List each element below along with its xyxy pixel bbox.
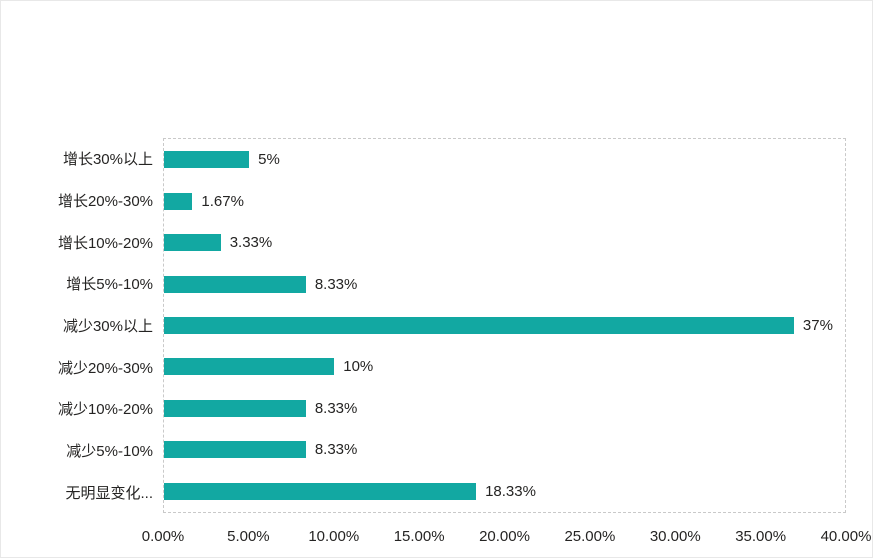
bar-row: 1.67% xyxy=(164,180,845,221)
plot-area: 5% 1.67% 3.33% 8.33% 37% 10% 8.33% 8.33% 18.33% xyxy=(163,138,846,513)
bar-value-label: 5% xyxy=(258,151,280,169)
category-label: 增长5%-10% xyxy=(66,276,153,294)
bar-row: 8.33% xyxy=(164,263,845,304)
bar[interactable] xyxy=(164,482,477,500)
bar[interactable] xyxy=(164,316,794,334)
bar-value-label: 10% xyxy=(343,358,374,376)
category-label: 增长10%-20% xyxy=(57,234,153,252)
x-tick-label: 35.00% xyxy=(735,528,787,545)
bar-row: 8.33% xyxy=(164,388,845,429)
bar-value-label: 8.33% xyxy=(314,399,358,417)
x-tick-label: 40.00% xyxy=(820,528,872,545)
category-label: 减少5%-10% xyxy=(66,443,153,461)
x-tick-label: 30.00% xyxy=(649,528,701,545)
bar-value-label: 3.33% xyxy=(229,234,273,252)
x-tick-label: 20.00% xyxy=(479,528,530,545)
category-label: 增长30%以上 xyxy=(62,151,153,169)
bar[interactable] xyxy=(164,151,250,169)
bar-value-label: 8.33% xyxy=(314,441,358,459)
bar-row: 8.33% xyxy=(164,429,845,470)
bar-value-label: 37% xyxy=(802,316,833,334)
bar[interactable] xyxy=(164,441,306,459)
bar[interactable] xyxy=(164,358,335,376)
bar[interactable] xyxy=(164,192,193,210)
x-tick-label: 0.00% xyxy=(141,528,185,545)
bar-row: 3.33% xyxy=(164,222,845,263)
x-axis: 0.00% 5.00% 10.00% 15.00% 20.00% 25.00% 30.00%… xyxy=(142,528,872,550)
category-label: 减少10%-20% xyxy=(57,401,153,419)
bar-row: 5% xyxy=(164,139,845,180)
x-tick-label: 5.00% xyxy=(227,528,270,545)
x-tick-label: 25.00% xyxy=(564,528,616,545)
category-label: 减少30%以上 xyxy=(62,318,153,336)
bar-row: 18.33% xyxy=(164,471,845,512)
bar[interactable] xyxy=(164,234,221,252)
bar[interactable] xyxy=(164,399,306,417)
bar[interactable] xyxy=(164,275,306,293)
bar-value-label: 8.33% xyxy=(314,275,358,293)
x-tick-label: 10.00% xyxy=(308,528,360,545)
bar-value-label: 1.67% xyxy=(201,192,244,210)
bar-row: 10% xyxy=(164,346,845,387)
bar-value-label: 18.33% xyxy=(485,482,536,500)
category-label: 增长20%-30% xyxy=(57,193,153,210)
bar-row: 37% xyxy=(164,305,845,346)
category-label: 减少20%-30% xyxy=(57,359,153,377)
x-tick-label: 15.00% xyxy=(393,528,445,545)
category-axis: 增长30%以上 增长20%-30% 增长10%-20% 增长5%-10% 减少30%以上… xyxy=(1,138,153,513)
category-label: 无明显变化... xyxy=(65,484,153,502)
